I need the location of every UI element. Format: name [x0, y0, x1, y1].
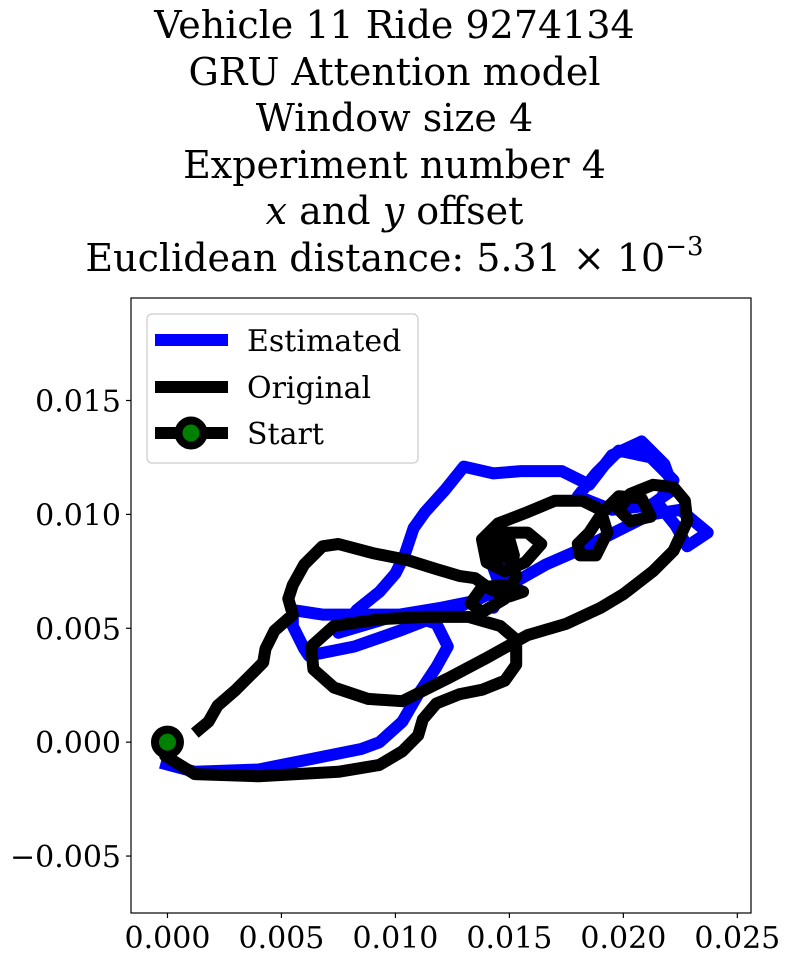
y-axis: −0.005 0.000 0.005 0.010 0.015 [10, 385, 131, 875]
x-axis: 0.000 0.005 0.010 0.015 0.020 0.025 [125, 913, 780, 956]
legend-label-start: Start [247, 417, 324, 452]
x-tick-label: 0.025 [694, 921, 780, 956]
chart-title: Vehicle 11 Ride 9274134 GRU Attention mo… [0, 2, 789, 281]
title-var-y: y [382, 189, 405, 233]
legend-frame [146, 313, 419, 464]
x-tick-label: 0.005 [238, 921, 324, 956]
y-tick-label: 0.000 [35, 726, 121, 761]
legend-label-estimated: Estimated [247, 324, 401, 359]
x-tick-label: 0.015 [466, 921, 552, 956]
title-distance: Euclidean distance: 5.31 × 10 [85, 235, 666, 280]
title-line-4: Experiment number 4 [183, 142, 606, 187]
start-marker [150, 725, 184, 759]
series-line-original [159, 478, 694, 783]
title-and: and [287, 189, 383, 233]
title-line-6: Euclidean distance: 5.31 × 10−3 [0, 231, 789, 282]
x-tick-label: 0.020 [580, 921, 666, 956]
x-tick-label: 0.010 [352, 921, 438, 956]
title-var-x: x [265, 189, 288, 233]
title-line-1: Vehicle 11 Ride 9274134 [154, 3, 635, 47]
y-tick-label: −0.005 [10, 840, 121, 875]
y-tick-label: 0.015 [35, 385, 121, 420]
title-line-3: Window size 4 [255, 96, 534, 140]
plot-frame [130, 297, 752, 914]
x-tick-label: 0.000 [125, 921, 211, 956]
legend-label-original: Original [247, 371, 371, 406]
title-line-2: GRU Attention model [188, 49, 601, 94]
y-tick-label: 0.005 [35, 612, 121, 647]
title-line-5: x and y offset [0, 188, 789, 235]
series-layer [150, 435, 714, 783]
legend: Estimated Original Start [146, 313, 419, 464]
legend-start-marker [174, 416, 208, 450]
y-tick-label: 0.010 [35, 498, 121, 533]
title-offset: offset [404, 189, 524, 233]
title-exponent: −3 [665, 231, 704, 262]
